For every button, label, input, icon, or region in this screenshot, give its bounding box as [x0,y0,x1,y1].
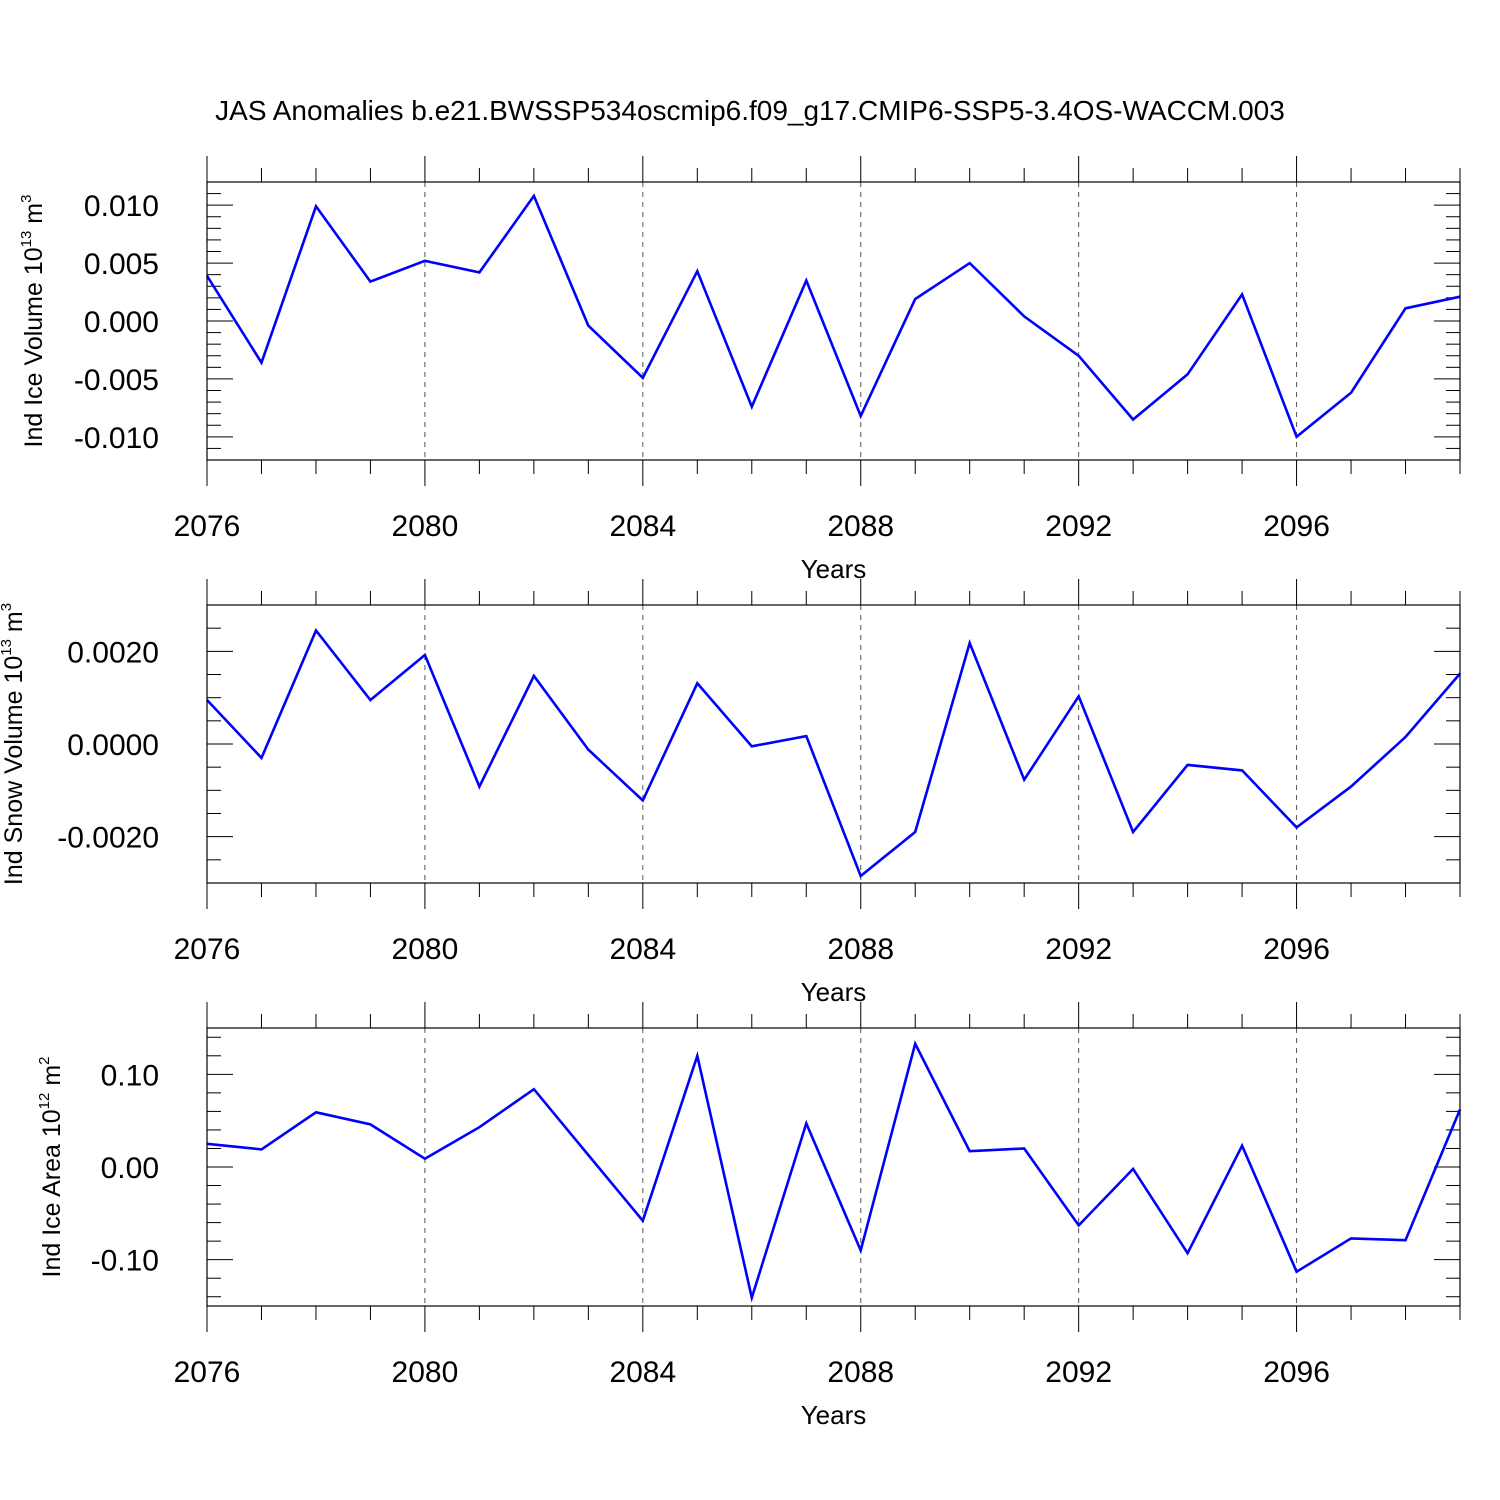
y-tick-label: 0.0020 [67,636,159,669]
x-tick-label: 2080 [392,933,459,966]
y-axis-label: Ind Ice Area 1012 m2 [36,1057,66,1278]
x-tick-label: 2096 [1263,1356,1330,1389]
y-tick-label: -0.0020 [57,822,159,855]
y-tick-label: -0.10 [91,1245,159,1278]
x-tick-label: 2088 [827,510,894,543]
series-line [206,627,1461,879]
x-tick-label: 2088 [827,1356,894,1389]
x-tick-label: 2076 [174,510,241,543]
x-tick-label: 2084 [609,1356,676,1389]
y-tick-label: 0.005 [84,248,159,281]
y-tick-label: -0.005 [74,364,159,397]
x-axis-label: Years [801,1400,867,1430]
x-tick-label: 2076 [174,1356,241,1389]
x-axis-label: Years [801,977,867,1007]
y-tick-label: 0.000 [84,306,159,339]
x-tick-label: 2080 [392,510,459,543]
chart-title: JAS Anomalies b.e21.BWSSP534oscmip6.f09_… [215,95,1285,126]
panel-ice-volume: 2076 2080 2084 2088 2092 2096 Years -0.010 -0.00… [18,156,1461,584]
panel-ice-area: 2076 2080 2084 2088 2092 2096 Years -0.10 0.00 0.… [36,1002,1462,1430]
y-axis-label: Ind Ice Volume 1013 m3 [18,195,48,448]
series-line [206,1040,1462,1303]
x-tick-label: 2084 [609,933,676,966]
y-tick-label: 0.010 [84,190,159,223]
y-axis-label: Ind Snow Volume 1013 m3 [0,603,28,885]
x-tick-label: 2096 [1263,933,1330,966]
y-tick-label: -0.010 [74,422,159,455]
x-tick-label: 2088 [827,933,894,966]
plot-frame [206,181,1461,461]
x-axis-label: Years [801,554,867,584]
y-tick-label: 0.10 [101,1059,159,1092]
y-tick-label: 0.00 [101,1152,159,1185]
x-tick-label: 2084 [609,510,676,543]
series-line [205,193,1461,439]
plot-frame [206,1027,1461,1307]
x-tick-label: 2092 [1045,1356,1112,1389]
x-tick-label: 2080 [392,1356,459,1389]
x-tick-label: 2096 [1263,510,1330,543]
plot-frame [206,604,1461,884]
panel-snow-volume: 2076 2080 2084 2088 2092 2096 Years -0.0020 0.00… [0,579,1461,1007]
x-tick-label: 2076 [174,933,241,966]
x-tick-label: 2092 [1045,933,1112,966]
y-tick-label: 0.0000 [67,729,159,762]
x-tick-label: 2092 [1045,510,1112,543]
